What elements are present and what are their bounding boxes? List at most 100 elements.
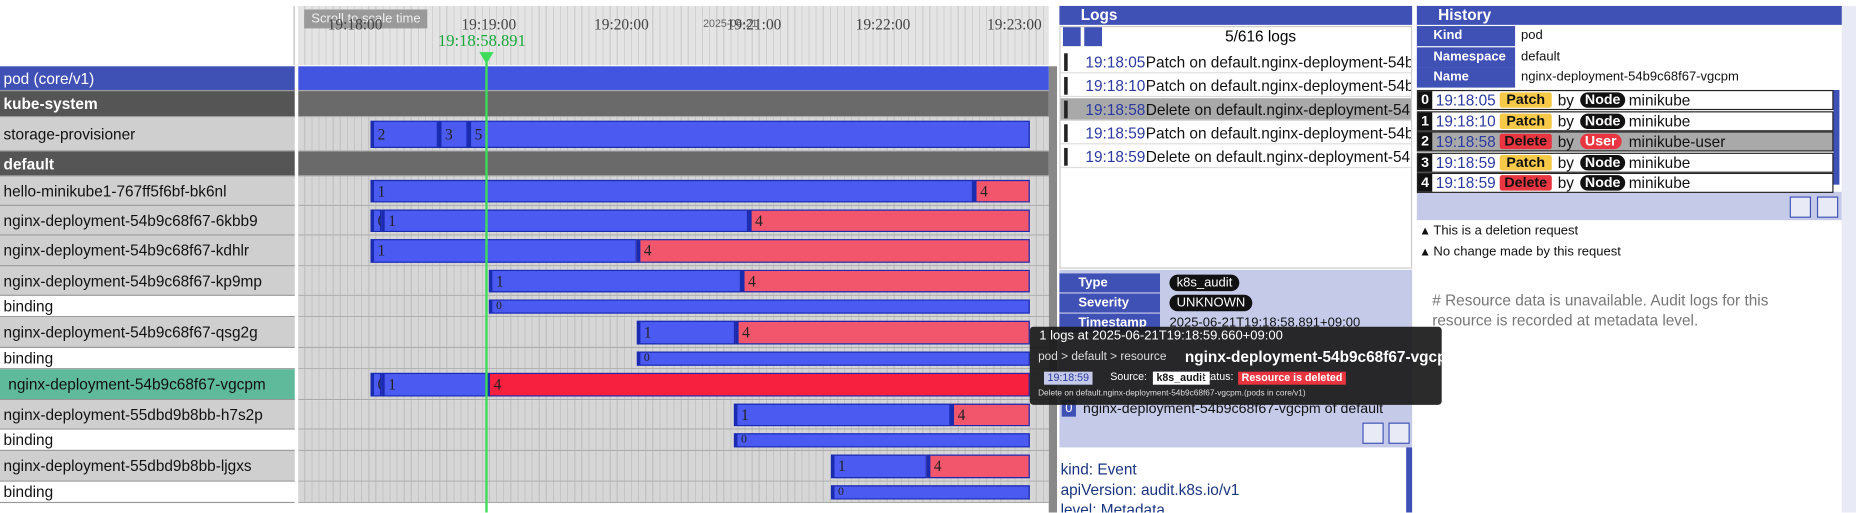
history-by: by <box>1557 91 1574 109</box>
history-index: 3 <box>1418 153 1433 172</box>
field-value: UNKNOWN <box>1169 294 1253 312</box>
sort-button[interactable] <box>1084 27 1102 47</box>
note-icon: ▲ <box>1419 246 1431 260</box>
tooltip-heading: 1 logs at 2025-06-21T19:18:59.660+09:00 <box>1039 329 1283 344</box>
history-row[interactable]: 2 19:18:58 Delete by User minikube-user <box>1416 131 1834 152</box>
history-index: 0 <box>1418 91 1433 109</box>
timeline-segment[interactable]: 1 <box>488 269 741 293</box>
row-label[interactable]: binding <box>0 347 295 370</box>
history-actor: minikube <box>1628 91 1691 109</box>
open-button[interactable] <box>1816 196 1839 218</box>
history-actor: minikube <box>1628 153 1691 172</box>
timeline-segment[interactable]: 1 <box>370 179 973 203</box>
segment-label: 1 <box>377 181 386 200</box>
timeline-segment[interactable]: 4 <box>636 239 1030 263</box>
timeline-segment[interactable]: 4 <box>950 403 1030 427</box>
row-label[interactable]: binding <box>0 429 295 451</box>
time-label: 19:20:00 <box>594 15 649 34</box>
history-note: This is a deletion request <box>1433 223 1579 238</box>
log-row[interactable]: 19:18:58 Delete on default.nginx-deployme… <box>1060 98 1411 121</box>
timeline-segment[interactable]: 1 <box>733 403 951 427</box>
history-row[interactable]: 0 19:18:05 Patch by Node minikube <box>1416 89 1834 111</box>
row-label[interactable]: nginx-deployment-55dbd9b8bb-ljgxs <box>0 450 295 482</box>
log-count: 5/616 logs <box>1225 27 1297 45</box>
row-label[interactable]: nginx-deployment-55dbd9b8bb-h7s2p <box>0 400 295 430</box>
timeline-segment[interactable]: 4 <box>926 454 1030 479</box>
filter-button[interactable] <box>1062 27 1081 47</box>
row-label[interactable]: nginx-deployment-54b9c68f67-kp9mp <box>0 266 295 296</box>
timeline-segment[interactable]: 1 <box>370 239 637 263</box>
row-label[interactable]: storage-provisioner <box>0 117 295 152</box>
timeline-segment[interactable]: 1 <box>636 320 736 345</box>
log-text: Patch on default.nginx-deployment-54b9c6… <box>1145 124 1411 143</box>
tooltip-source: k8s_audit <box>1152 371 1210 385</box>
log-row[interactable]: 19:18:59 Patch on default.nginx-deploymen… <box>1060 121 1411 145</box>
row-label[interactable]: nginx-deployment-54b9c68f67-6kbb9 <box>0 205 295 236</box>
row-label[interactable]: nginx-deployment-54b9c68f67-vgcpm <box>0 369 295 401</box>
segment-label: 0 <box>838 485 844 499</box>
log-row[interactable]: 19:18:05 Patch on default.nginx-deploymen… <box>1060 50 1411 74</box>
log-row[interactable]: 19:18:59 Delete on default.nginx-deployme… <box>1060 145 1411 169</box>
log-marker <box>1064 100 1068 119</box>
open-button[interactable] <box>1388 422 1410 444</box>
timeline-segment[interactable]: 4 <box>748 209 1030 232</box>
timeline-segment[interactable]: 2 <box>370 120 438 148</box>
row-label[interactable]: default <box>0 151 295 177</box>
right-strip <box>1841 5 1856 513</box>
history-row[interactable]: 4 19:18:59 Delete by Node minikube <box>1416 173 1834 194</box>
tooltip-time: 19:18:59 <box>1043 371 1093 385</box>
verb-pill: Delete <box>1499 133 1552 150</box>
segment-label: 1 <box>388 211 396 230</box>
timeline-segment[interactable]: 0 <box>733 433 1030 448</box>
row-label[interactable]: binding <box>0 481 295 504</box>
row-label[interactable]: hello-minikube1-767ff5f6bf-bk6nl <box>0 176 295 206</box>
row-label[interactable]: nginx-deployment-54b9c68f67-qsg2g <box>0 317 295 348</box>
timeline-segment[interactable]: 0 <box>636 351 1030 366</box>
timeline-segment[interactable]: 0 <box>370 372 385 397</box>
timeline-segment[interactable]: 1 <box>381 372 487 397</box>
copy-button[interactable] <box>1362 422 1384 444</box>
segment-label: 0 <box>495 299 502 313</box>
row-bg <box>298 91 1049 118</box>
panel-header: Logs <box>1059 5 1413 25</box>
segment-label: 1 <box>643 323 652 341</box>
row-label[interactable]: nginx-deployment-54b9c68f67-kdhlr <box>0 235 295 267</box>
verb-pill: Patch <box>1499 154 1552 171</box>
timeline-segment[interactable]: 4 <box>735 320 1030 345</box>
segment-label: 1 <box>495 271 504 290</box>
copy-button[interactable] <box>1789 196 1812 218</box>
tooltip-name: nginx-deployment-54b9c68f67-vgcpm <box>1184 347 1461 366</box>
segment-label: 4 <box>755 211 763 230</box>
row-label[interactable]: kube-system <box>0 91 295 118</box>
log-row[interactable]: 19:18:10 Patch on default.nginx-deploymen… <box>1060 74 1411 98</box>
timeline-segment[interactable]: 1 <box>381 209 749 232</box>
info-label: Kind <box>1416 26 1516 47</box>
timeline-segment[interactable]: 0 <box>830 485 1030 500</box>
segment-label: 4 <box>742 323 750 341</box>
timeline-segment[interactable]: 4 <box>972 179 1030 203</box>
row-label[interactable]: binding <box>0 295 295 318</box>
row-label[interactable]: pod (core/v1) <box>0 66 295 92</box>
history-row[interactable]: 3 19:18:59 Patch by Node minikube <box>1416 152 1834 173</box>
timeline-segment[interactable]: 1 <box>830 454 927 479</box>
timeline-segment[interactable]: 4 <box>740 269 1030 293</box>
timeline-segment[interactable]: 5 <box>467 120 1030 148</box>
time-label: 19:21:00 <box>726 15 782 34</box>
timeline-segment[interactable]: 4 <box>486 372 1030 397</box>
history-actor: minikube <box>1628 174 1691 193</box>
actor-pill: Node <box>1580 113 1626 129</box>
timeline-segment[interactable]: 0 <box>370 209 385 232</box>
history-row[interactable]: 1 19:18:10 Patch by Node minikube <box>1416 110 1834 131</box>
tooltip: 1 logs at 2025-06-21T19:18:59.660+09:00 p… <box>1029 326 1460 405</box>
segment-label: 4 <box>957 405 966 424</box>
timeline-segment[interactable]: 0 <box>488 299 1030 314</box>
timeline-segment[interactable]: 3 <box>437 120 468 148</box>
history-actor: minikube-user <box>1628 132 1726 151</box>
logs-title: Logs <box>1080 5 1118 24</box>
info-label: Name <box>1416 67 1516 88</box>
field-label: Type <box>1059 273 1160 293</box>
info-value: nginx-deployment-54b9c68f67-vgcpm <box>1521 69 1739 85</box>
log-time: 19:18:10 <box>1085 76 1146 95</box>
segment-label: 4 <box>643 241 652 260</box>
verb-pill: Delete <box>1499 175 1552 192</box>
